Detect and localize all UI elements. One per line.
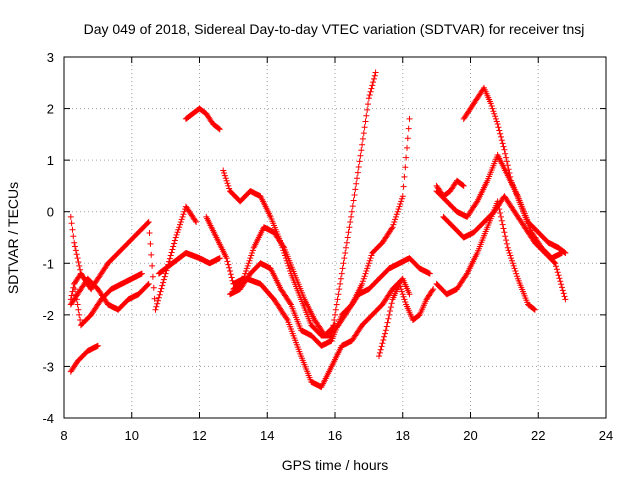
grid [64,57,606,418]
series-trace-g [182,105,223,133]
series-trace-i [220,69,379,339]
series-trace-b [67,275,152,313]
x-axis-label: GPS time / hours [282,457,389,473]
series-trace-f [155,250,223,277]
data-point-markers [182,105,223,133]
x-tick-label: 8 [60,428,67,443]
y-tick-label: -1 [42,256,54,271]
series-trace-q [460,84,565,262]
series-trace-h [203,213,338,339]
data-point-markers [230,275,413,391]
x-tick-label: 14 [260,428,274,443]
y-tick-label: -2 [42,308,54,323]
data-point-markers [155,250,223,277]
chart-title: Day 049 of 2018, Sidereal Day-to-day VTE… [84,21,585,37]
series-trace-m [376,280,437,360]
series-layer [67,69,569,391]
series-trace-c [71,270,145,329]
y-tick-label: -4 [42,411,54,426]
y-tick-label: 0 [47,205,54,220]
series-trace-d [67,342,101,375]
data-point-markers [227,115,413,349]
data-point-markers [67,275,152,313]
data-point-markers [460,84,565,262]
series-trace-l [325,255,433,339]
data-point-markers [325,255,433,339]
y-tick-label: 2 [47,102,54,117]
y-tick-label: 1 [47,153,54,168]
data-point-markers [220,69,379,339]
series-trace-r [433,177,467,200]
data-point-markers [376,280,437,360]
x-tick-label: 20 [463,428,477,443]
data-point-markers [433,177,467,200]
y-tick-label: -3 [42,359,54,374]
data-point-markers [67,342,101,375]
y-tick-label: 3 [47,50,54,65]
data-point-markers [203,213,338,339]
x-tick-label: 10 [125,428,139,443]
series-trace-k [230,275,413,391]
series-trace-j [227,115,413,349]
data-point-markers [71,270,145,329]
x-tick-label: 16 [328,428,342,443]
y-axis-label: SDTVAR / TECUs [5,182,21,294]
data-point-markers [67,213,95,293]
plot-frame [63,56,607,419]
series-trace-e [67,213,95,293]
x-tick-label: 24 [599,428,613,443]
x-tick-label: 22 [531,428,545,443]
x-tick-label: 12 [192,428,206,443]
x-tick-label: 18 [396,428,410,443]
